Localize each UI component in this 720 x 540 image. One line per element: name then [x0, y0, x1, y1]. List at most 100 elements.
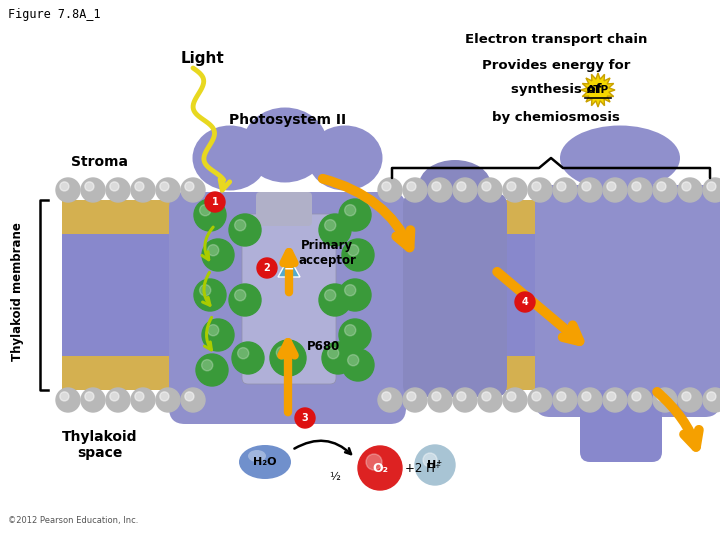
Circle shape	[607, 392, 616, 401]
FancyBboxPatch shape	[535, 185, 720, 417]
Circle shape	[628, 388, 652, 412]
Circle shape	[428, 388, 452, 412]
Circle shape	[557, 392, 566, 401]
Ellipse shape	[248, 450, 266, 462]
Text: 3: 3	[302, 413, 308, 423]
Circle shape	[515, 292, 535, 312]
Circle shape	[707, 182, 716, 191]
Circle shape	[238, 348, 249, 359]
Circle shape	[205, 192, 225, 212]
Circle shape	[403, 388, 427, 412]
Circle shape	[703, 388, 720, 412]
Circle shape	[578, 388, 602, 412]
Text: Primary
acceptor: Primary acceptor	[298, 239, 356, 267]
Circle shape	[60, 182, 69, 191]
Circle shape	[507, 392, 516, 401]
Circle shape	[703, 178, 720, 202]
Text: Light: Light	[180, 51, 224, 65]
Text: synthesis of: synthesis of	[510, 84, 601, 97]
FancyBboxPatch shape	[242, 214, 336, 384]
Circle shape	[194, 279, 226, 311]
FancyArrowPatch shape	[657, 392, 699, 447]
Text: ©2012 Pearson Education, Inc.: ©2012 Pearson Education, Inc.	[8, 516, 138, 525]
Circle shape	[131, 178, 155, 202]
Circle shape	[160, 182, 169, 191]
Text: H₂O: H₂O	[253, 457, 276, 467]
Circle shape	[345, 205, 356, 216]
Circle shape	[295, 408, 315, 428]
Bar	[62, 356, 720, 390]
Polygon shape	[581, 73, 615, 107]
Circle shape	[582, 392, 591, 401]
Circle shape	[482, 392, 491, 401]
Circle shape	[678, 388, 702, 412]
Circle shape	[319, 214, 351, 246]
Circle shape	[131, 388, 155, 412]
Text: O₂: O₂	[372, 462, 388, 475]
FancyBboxPatch shape	[169, 192, 406, 424]
Ellipse shape	[192, 125, 268, 191]
Circle shape	[81, 178, 105, 202]
Circle shape	[339, 279, 371, 311]
Circle shape	[345, 285, 356, 296]
Text: Electron transport chain: Electron transport chain	[465, 33, 647, 46]
Text: Figure 7.8A_1: Figure 7.8A_1	[8, 8, 101, 21]
Circle shape	[532, 392, 541, 401]
Circle shape	[229, 214, 261, 246]
Circle shape	[342, 239, 374, 271]
Circle shape	[325, 289, 336, 301]
Circle shape	[503, 178, 527, 202]
Circle shape	[632, 392, 641, 401]
Circle shape	[185, 182, 194, 191]
Ellipse shape	[419, 160, 491, 210]
Text: Thylakoid membrane: Thylakoid membrane	[12, 222, 24, 361]
Bar	[62, 200, 720, 390]
Circle shape	[181, 388, 205, 412]
Circle shape	[507, 182, 516, 191]
Circle shape	[358, 446, 402, 490]
Circle shape	[106, 388, 130, 412]
Bar	[62, 200, 720, 234]
Circle shape	[81, 388, 105, 412]
Text: +2 H⁺: +2 H⁺	[405, 462, 441, 475]
Circle shape	[325, 220, 336, 231]
Circle shape	[135, 392, 144, 401]
Circle shape	[199, 285, 211, 296]
Circle shape	[482, 182, 491, 191]
Circle shape	[528, 388, 552, 412]
Circle shape	[199, 205, 211, 216]
Circle shape	[135, 182, 144, 191]
Circle shape	[345, 325, 356, 336]
Text: Stroma: Stroma	[71, 155, 128, 169]
Circle shape	[407, 182, 416, 191]
Circle shape	[378, 388, 402, 412]
Circle shape	[342, 349, 374, 381]
Circle shape	[432, 182, 441, 191]
Circle shape	[657, 392, 666, 401]
FancyArrowPatch shape	[202, 272, 210, 305]
Text: 2: 2	[264, 263, 271, 273]
FancyBboxPatch shape	[256, 192, 312, 226]
Circle shape	[270, 340, 306, 376]
FancyArrowPatch shape	[323, 179, 410, 247]
Circle shape	[456, 182, 466, 191]
Text: Provides energy for: Provides energy for	[482, 58, 630, 71]
Circle shape	[56, 178, 80, 202]
Text: 1: 1	[212, 197, 218, 207]
Circle shape	[607, 182, 616, 191]
Circle shape	[160, 392, 169, 401]
Circle shape	[232, 342, 264, 374]
Circle shape	[378, 178, 402, 202]
Circle shape	[181, 178, 205, 202]
Circle shape	[382, 392, 391, 401]
Circle shape	[415, 445, 455, 485]
Circle shape	[503, 388, 527, 412]
Circle shape	[653, 388, 677, 412]
Circle shape	[348, 355, 359, 366]
Circle shape	[339, 319, 371, 351]
Circle shape	[202, 360, 213, 371]
Circle shape	[632, 182, 641, 191]
Circle shape	[235, 289, 246, 301]
Circle shape	[202, 239, 234, 271]
Circle shape	[60, 392, 69, 401]
